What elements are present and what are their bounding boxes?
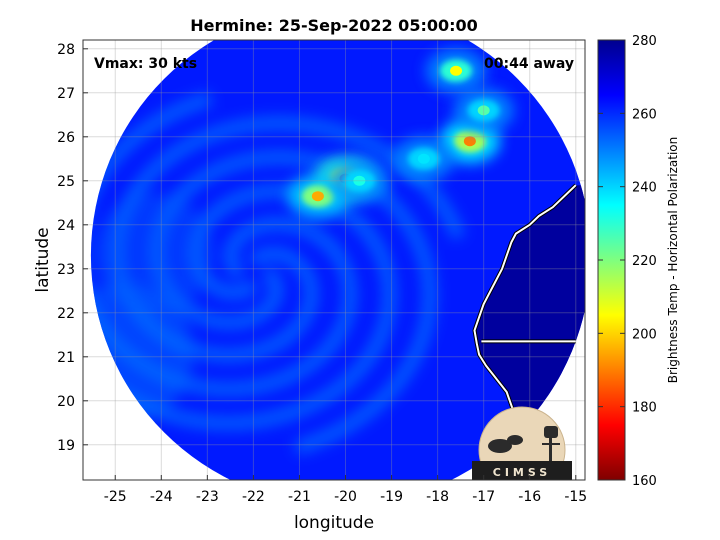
x-tick-label: -21: [288, 489, 311, 505]
x-tick-label: -23: [196, 489, 219, 505]
land-area: [474, 185, 585, 432]
logo-satellite-dish-small: [507, 435, 523, 445]
x-tick-label: -15: [564, 489, 587, 505]
y-tick-label: 23: [57, 262, 75, 278]
logo-ground: [472, 461, 572, 480]
y-axis-label: latitude: [33, 227, 53, 292]
x-axis-ticks: -25 -24 -23 -22 -21 -20 -19 -18 -17 -16 -15: [104, 475, 587, 505]
y-tick-label: 28: [57, 42, 75, 58]
colorbar-tick-label: 220: [632, 254, 657, 269]
x-tick-label: -22: [242, 489, 265, 505]
coastline-line: [473, 184, 577, 432]
y-tick-label: 19: [57, 438, 75, 454]
convective-cells: [287, 48, 514, 219]
colorbar-tick-label: 240: [632, 181, 657, 196]
plot-frame: [82, 39, 586, 481]
chart-title: Hermine: 25-Sep-2022 05:00:00: [190, 16, 478, 35]
y-axis-ticks: 19 20 21 22 23 24 25 26 27 28: [57, 42, 88, 454]
colorbar-tick-label: 180: [632, 401, 657, 416]
y-tick-label: 20: [57, 394, 75, 410]
convective-cell: [453, 88, 514, 133]
convective-cell: [426, 48, 487, 93]
convective-cell: [329, 158, 390, 203]
colorbar-label: Brightness Temp - Horizontal Polarizatio…: [666, 137, 680, 384]
swath-image: [90, 40, 585, 480]
x-tick-label: -25: [104, 489, 127, 505]
y-tick-label: 22: [57, 306, 75, 322]
gridlines: [83, 40, 585, 480]
coastline: [472, 183, 578, 433]
logo-satellite-dish-large: [488, 439, 512, 453]
x-tick-label: -17: [472, 489, 495, 505]
y-tick-label: 26: [57, 130, 75, 146]
x-axis-label: longitude: [294, 513, 374, 533]
colorbar-tick-label: 260: [632, 107, 657, 122]
y-tick-label: 21: [57, 350, 75, 366]
convective-cell: [393, 136, 454, 181]
time-away-annotation: 00:44 away: [484, 56, 574, 72]
y-tick-label: 24: [57, 218, 75, 234]
logo-text: CIMSS: [493, 466, 551, 479]
x-tick-label: -16: [518, 489, 541, 505]
x-tick-label: -24: [150, 489, 173, 505]
plot-area: CIMSS: [83, 40, 585, 480]
y-tick-label: 25: [57, 174, 75, 190]
colorbar: 160 180 200 220 240 260 280 Brightness Temp - …: [597, 34, 680, 489]
x-tick-label: -20: [334, 489, 357, 505]
x-tick-label: -19: [380, 489, 403, 505]
colorbar-tick-label: 160: [632, 474, 657, 489]
logo-water-tower: [544, 426, 558, 438]
vmax-annotation: Vmax: 30 kts: [94, 56, 197, 72]
colorbar-ticks: 160 180 200 220 240 260 280: [598, 34, 657, 489]
x-tick-label: -18: [426, 489, 449, 505]
colorbar-tick-label: 280: [632, 34, 657, 49]
colorbar-tick-label: 200: [632, 327, 657, 342]
y-tick-label: 27: [57, 86, 75, 102]
cimss-logo: CIMSS: [472, 406, 572, 480]
